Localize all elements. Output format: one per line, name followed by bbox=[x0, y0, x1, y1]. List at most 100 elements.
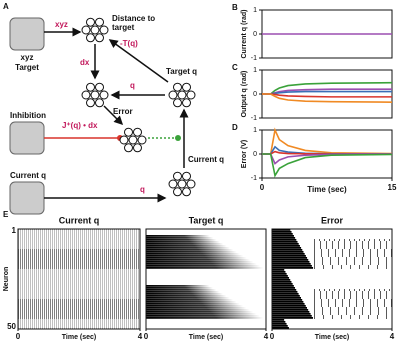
x-tick-label: 0 bbox=[16, 332, 21, 341]
neuron bbox=[133, 127, 142, 137]
spike-row bbox=[272, 305, 306, 307]
spike-row bbox=[272, 313, 311, 315]
panel-letter: D bbox=[232, 123, 238, 132]
spike-row bbox=[272, 283, 293, 285]
box-label: Target bbox=[15, 63, 39, 72]
spike-row bbox=[272, 301, 304, 303]
series-line bbox=[262, 93, 393, 103]
spike-row bbox=[272, 241, 298, 243]
x-tick-label: 0 bbox=[260, 183, 265, 192]
spike-row bbox=[146, 301, 237, 303]
series-line bbox=[262, 127, 393, 155]
spike-row bbox=[272, 237, 296, 239]
neuron bbox=[168, 179, 178, 189]
spike-row bbox=[146, 317, 264, 319]
neuron bbox=[90, 25, 100, 35]
spike-row bbox=[146, 295, 227, 297]
spike-row bbox=[146, 307, 247, 309]
neuron bbox=[182, 98, 191, 108]
spike-row bbox=[146, 237, 214, 239]
spike-row bbox=[146, 313, 257, 315]
diagram: A xyz Target Inhibition Current q Distan… bbox=[3, 2, 224, 215]
neuron bbox=[182, 171, 191, 181]
neuron bbox=[173, 82, 182, 92]
spike-row bbox=[272, 321, 286, 323]
y-tick-label: -1 bbox=[251, 55, 257, 62]
raster-title: Current q bbox=[59, 215, 100, 225]
y-axis-label: Current q (rad) bbox=[241, 10, 248, 59]
edge-label: J⁺(q) • dx bbox=[62, 121, 98, 130]
spike-row bbox=[272, 263, 311, 265]
spike-row bbox=[272, 257, 308, 259]
y-axis-label: Error (V) bbox=[241, 140, 248, 168]
spike-row bbox=[146, 287, 213, 289]
edge-label: dx bbox=[80, 58, 90, 67]
panel-letter: A bbox=[3, 2, 9, 11]
spike-row bbox=[272, 281, 292, 283]
neuron bbox=[173, 187, 182, 197]
spike-row bbox=[272, 273, 287, 275]
x-axis-label: Time (sec) bbox=[189, 334, 224, 341]
neuron bbox=[86, 98, 95, 108]
y-tick-label: 50 bbox=[7, 322, 16, 331]
plot-frame bbox=[261, 69, 393, 119]
panel-letter: E bbox=[3, 210, 9, 219]
panel-letter: C bbox=[232, 63, 238, 72]
neuron bbox=[119, 135, 129, 145]
spike-row bbox=[146, 243, 224, 245]
neuron bbox=[86, 33, 95, 43]
plot-frame bbox=[17, 228, 141, 330]
plot-frame bbox=[271, 228, 393, 330]
spike-row bbox=[146, 245, 227, 247]
spike-row bbox=[272, 311, 310, 313]
y-tick-label: 0 bbox=[253, 91, 257, 98]
current-box bbox=[9, 181, 45, 215]
spike-row bbox=[146, 299, 233, 301]
spike-row bbox=[146, 265, 261, 267]
spike-row bbox=[272, 261, 310, 263]
panel-letter: B bbox=[232, 3, 238, 12]
neuron bbox=[95, 17, 104, 27]
edge-label: xyz bbox=[55, 20, 68, 29]
node-label: Target q bbox=[166, 67, 197, 76]
neuron bbox=[99, 25, 109, 35]
neuron bbox=[86, 82, 95, 92]
neuron bbox=[182, 187, 191, 197]
inhibition-box bbox=[9, 121, 45, 155]
spike-row bbox=[146, 241, 220, 243]
spike-row bbox=[146, 311, 254, 313]
y-axis-label: Neuron bbox=[3, 267, 10, 292]
spike-row bbox=[146, 251, 237, 253]
spike-row bbox=[272, 239, 297, 241]
link-dot bbox=[175, 135, 181, 141]
x-axis-label: Time (sec) bbox=[62, 334, 97, 341]
spike-row bbox=[272, 259, 309, 261]
spike-row bbox=[272, 297, 302, 299]
neuron bbox=[124, 143, 133, 153]
spike-row bbox=[146, 303, 240, 305]
spike-row bbox=[272, 323, 287, 325]
spike-row bbox=[272, 303, 305, 305]
spike-row bbox=[272, 271, 286, 273]
spike-row bbox=[146, 263, 257, 265]
spike-row bbox=[272, 247, 302, 249]
spike-row bbox=[272, 245, 300, 247]
neuron bbox=[128, 135, 138, 145]
neuron bbox=[177, 179, 187, 189]
raster-title: Target q bbox=[189, 215, 224, 225]
x-tick-label: 4 bbox=[138, 332, 143, 341]
spike-row bbox=[146, 291, 220, 293]
raster-title: Error bbox=[321, 215, 344, 225]
spike-row bbox=[146, 285, 210, 287]
spike-row bbox=[146, 235, 210, 237]
series-line bbox=[262, 93, 392, 98]
series-line bbox=[262, 90, 392, 95]
spike-row bbox=[146, 261, 254, 263]
neuron bbox=[173, 171, 182, 181]
neuron bbox=[133, 143, 142, 153]
spike-row bbox=[272, 277, 290, 279]
x-tick-label: 0 bbox=[144, 332, 149, 341]
box-label: xyz bbox=[21, 53, 34, 62]
x-axis-label: Time (sec) bbox=[307, 185, 347, 194]
plot-frame bbox=[145, 228, 267, 330]
